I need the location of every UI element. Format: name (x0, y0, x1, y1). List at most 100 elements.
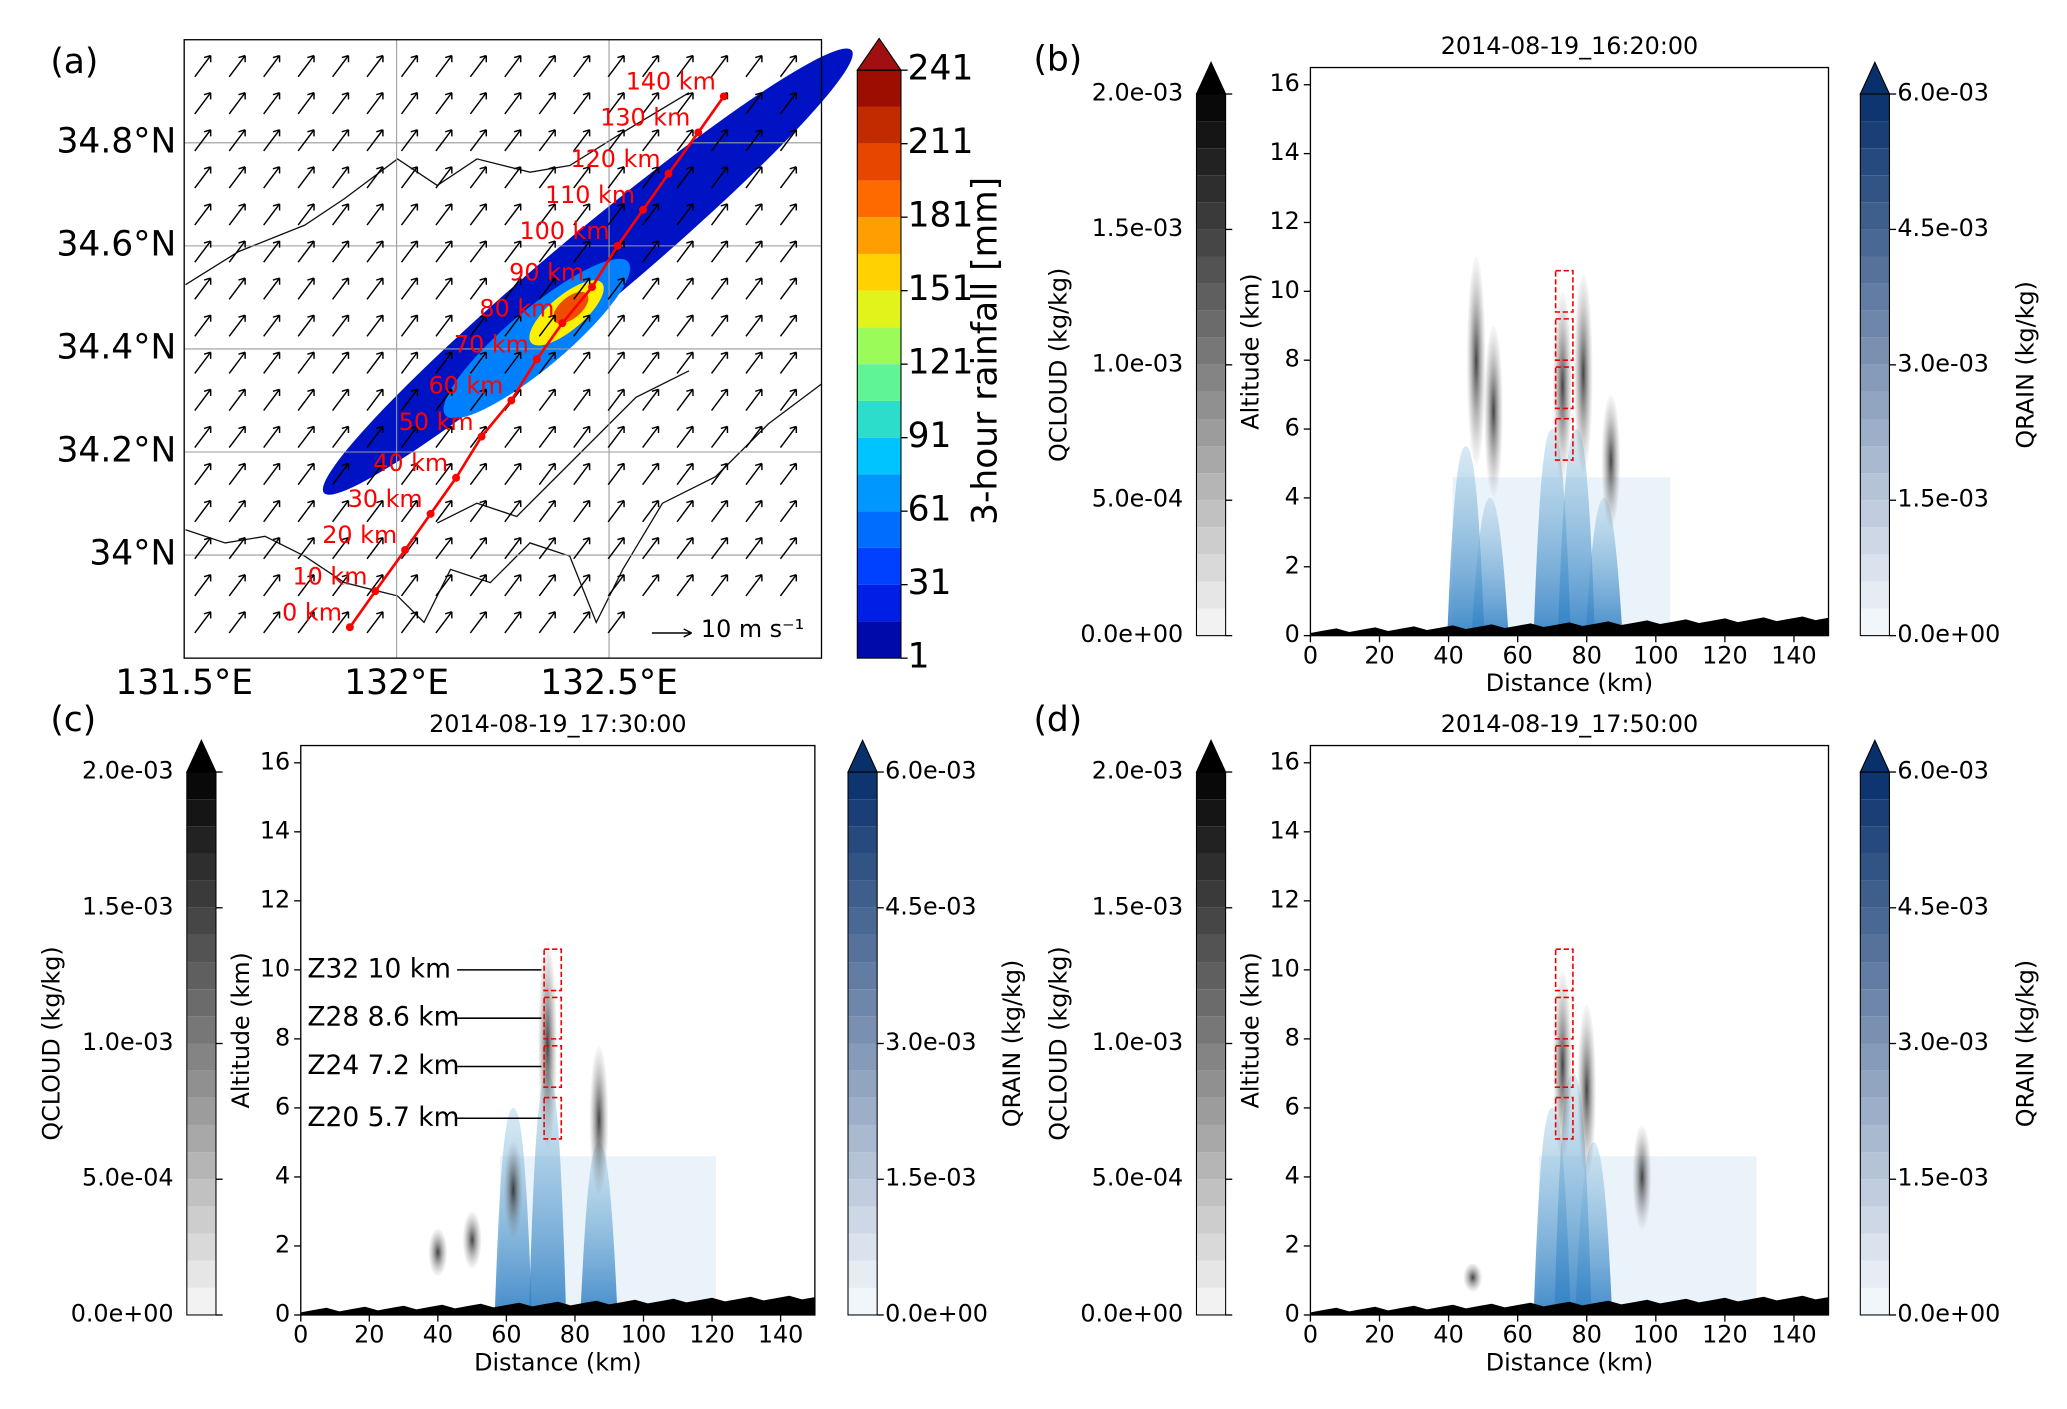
wind-arrow (228, 388, 246, 411)
wind-arrow (366, 351, 384, 374)
wind-arrow (400, 314, 419, 337)
colorbar-step (857, 217, 901, 254)
colorbar-step (1860, 1179, 1890, 1207)
wind-arrow (504, 462, 522, 486)
colorbar-step (186, 1233, 216, 1261)
wind-arrow (331, 611, 350, 634)
colorbar-step (1860, 1043, 1890, 1071)
wind-arrow (469, 240, 488, 263)
colorbar-step (186, 1260, 216, 1288)
qcloud-cell (1466, 256, 1486, 466)
colorbar-step (1860, 473, 1890, 501)
annotation: Z28 8.6 km (307, 1002, 459, 1033)
colorbar-label: QCLOUD (kg/kg) (1044, 268, 1072, 462)
analysis-box (1554, 948, 1574, 992)
colorbar-step (1196, 962, 1226, 990)
wind-arrow (676, 351, 694, 374)
wind-arrow (504, 203, 522, 226)
wind-arrow (607, 129, 625, 152)
wind-arrow (745, 166, 763, 189)
track-label: 40 km (373, 449, 448, 477)
colorbar-step (1196, 608, 1226, 636)
wind-arrow (228, 240, 246, 263)
wind-arrow (366, 462, 384, 486)
colorbar-tick-label: 2.0e-03 (82, 757, 174, 785)
wind-arrow (607, 499, 625, 523)
x-tick-label: 132.5°E (540, 663, 678, 703)
y-tick-label: 6 (275, 1092, 290, 1120)
wind-arrow (504, 425, 522, 449)
colorbar-label: QRAIN (kg/kg) (998, 960, 1026, 1127)
qcloud-cell (1553, 291, 1572, 481)
colorbar-step (186, 934, 216, 963)
colorbar-step (1196, 989, 1226, 1017)
wind-arrow (469, 351, 488, 374)
wind-arrow (297, 425, 315, 449)
wind-arrow (194, 536, 212, 560)
colorbar-tick-label: 1.0e-03 (82, 1028, 174, 1056)
track-point (345, 623, 354, 632)
x-tick-label: 60 (1502, 641, 1532, 669)
wind-arrow (745, 351, 763, 374)
qcloud-cell (428, 1228, 448, 1277)
track-label: 0 km (282, 598, 342, 626)
wind-arrow (745, 240, 763, 263)
x-tick-label: 0 (1303, 1321, 1318, 1349)
colorbar-step (1860, 554, 1890, 582)
wind-arrow (297, 499, 315, 523)
wind-arrow (194, 203, 212, 226)
colorbar-step (186, 1016, 216, 1044)
wind-arrow (538, 462, 556, 486)
wind-arrow (366, 240, 384, 263)
colorbar-step (857, 511, 901, 548)
wind-arrow (538, 425, 556, 449)
colorbar-step (1196, 853, 1226, 881)
qcloud-cell (1463, 1263, 1483, 1292)
wind-arrow (435, 425, 453, 449)
wind-arrow (263, 536, 281, 560)
colorbar-step (1860, 148, 1890, 176)
wind-arrow (504, 129, 522, 152)
colorbar-tick-label: 1.5e-03 (82, 892, 174, 920)
wind-arrow (538, 388, 556, 411)
wind-arrow (297, 240, 315, 263)
wind-arrow (504, 574, 522, 597)
colorbar-step (848, 1179, 878, 1207)
colorbar-tick-label: 1.0e-03 (1092, 1028, 1184, 1056)
wind-arrow (297, 129, 315, 152)
y-tick-label: 8 (275, 1023, 290, 1051)
colorbar-step (857, 584, 901, 622)
wind-arrow (607, 462, 625, 486)
wind-arrow (504, 536, 522, 560)
x-tick-label: 20 (1364, 1321, 1394, 1349)
track-label: 50 km (399, 408, 474, 436)
wind-arrow (331, 462, 350, 486)
wind-arrow (710, 536, 729, 560)
wind-arrow (435, 54, 453, 78)
colorbar-step (857, 547, 901, 585)
wind-arrow (573, 425, 591, 449)
wind-arrow (263, 462, 281, 486)
wind-arrow (435, 611, 453, 634)
wind-arrow (607, 351, 625, 374)
wind-arrow (779, 536, 798, 560)
track-point (719, 92, 728, 101)
wind-arrow (400, 574, 419, 597)
qcloud-cell (589, 1045, 609, 1194)
colorbar-step (1196, 1287, 1226, 1315)
wind-arrow (607, 611, 625, 634)
annotation: Z24 7.2 km (307, 1050, 459, 1081)
wind-arrow (779, 314, 798, 337)
colorbar-step (1860, 1206, 1890, 1234)
colorbar-step (1196, 826, 1226, 854)
wind-arrow (573, 240, 591, 263)
wind-arrow (779, 54, 798, 78)
wind-arrow (297, 54, 315, 78)
colorbar-step (1196, 1179, 1226, 1207)
wind-arrow (642, 277, 660, 300)
track-point (507, 396, 516, 405)
wind-arrow (538, 536, 556, 560)
colorbar-step (1860, 880, 1890, 908)
qrain-cell (580, 1142, 618, 1315)
wind-arrow (228, 574, 246, 597)
